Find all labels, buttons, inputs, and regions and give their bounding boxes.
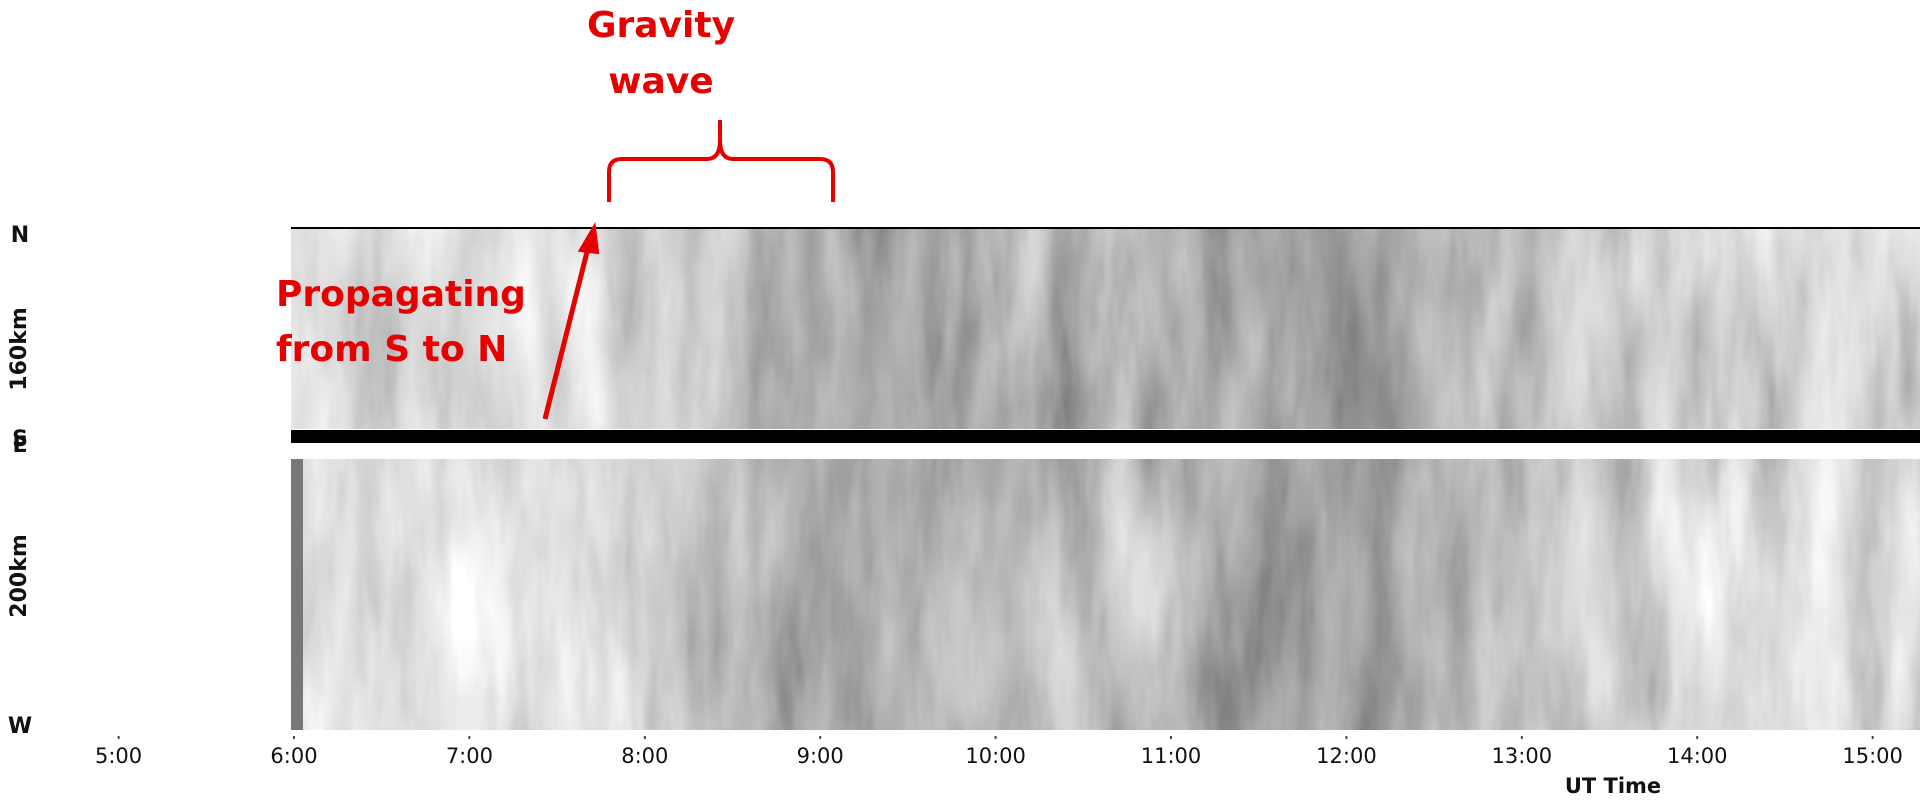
x-tick-label: 10:00 [965, 744, 1026, 768]
x-tick-label: 13:00 [1492, 744, 1553, 768]
x-tick-label: 8:00 [621, 744, 668, 768]
keogram-image [291, 228, 1920, 730]
x-tick-label: 7:00 [446, 744, 493, 768]
x-axis-label: UT Time [1565, 774, 1661, 798]
panel-height-label: 200km [7, 534, 32, 617]
x-tick-label: 5:00 [95, 744, 142, 768]
x-tick-label: 9:00 [797, 744, 844, 768]
panel-bottom-label: W [8, 714, 32, 739]
panel-height-label: 160km [7, 307, 32, 390]
annotation-text: from S to N [276, 329, 507, 370]
annotation-text: Gravity [587, 5, 735, 46]
annotation-text: wave [608, 61, 713, 102]
panel-top-label: N [11, 223, 29, 248]
figure: 5:00 6:00 7:00 8:00 9:00 10:00 11:00 12:00 13:00… [0, 0, 1920, 804]
bracket [609, 120, 833, 202]
x-tick-label: 12:00 [1316, 744, 1377, 768]
gravity-wave-annotation: Gravity wave [587, 5, 833, 202]
x-axis: 5:00 6:00 7:00 8:00 9:00 10:00 11:00 12:00 13:00… [95, 736, 1903, 798]
x-tick-label: 15:00 [1842, 744, 1903, 768]
x-tick-label: 14:00 [1667, 744, 1728, 768]
x-tick-label: 6:00 [270, 744, 317, 768]
x-tick-label: 11:00 [1141, 744, 1202, 768]
annotation-text: Propagating [276, 274, 526, 315]
panel-top-label: E [12, 433, 27, 458]
